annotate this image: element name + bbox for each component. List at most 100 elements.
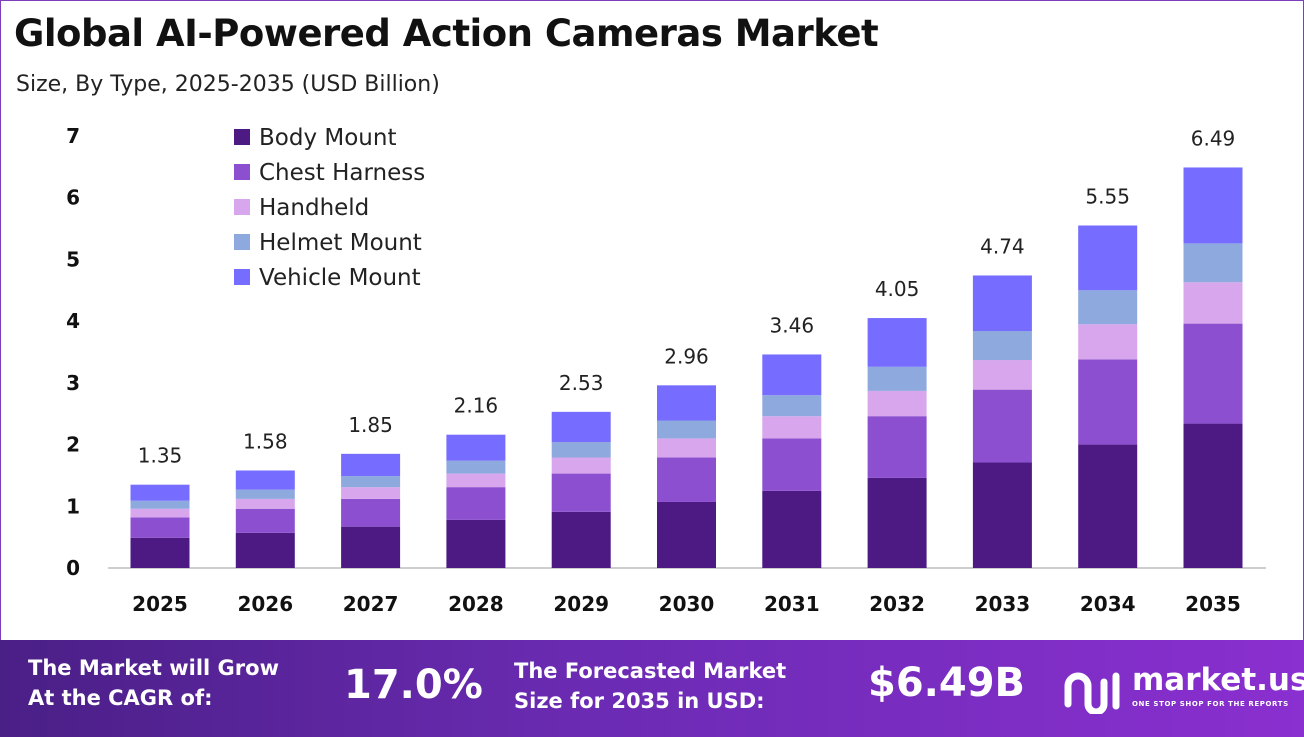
bar-segment-vehicle-mount <box>551 411 611 443</box>
total-value-label: 5.55 <box>1085 184 1130 208</box>
bar-segment-handheld <box>341 487 401 499</box>
legend-swatch <box>234 199 250 215</box>
bar-segment-body-mount <box>130 537 190 568</box>
bar-segment-vehicle-mount <box>341 453 401 477</box>
legend: Body Mount Chest Harness Handheld Helmet Mo… <box>234 125 425 291</box>
bar-segment-vehicle-mount <box>657 385 716 421</box>
bar-segment-handheld <box>1078 324 1138 360</box>
legend-label: Chest Harness <box>259 160 425 186</box>
y-tick-label: 1 <box>66 494 80 518</box>
brand-logo: market.us ONE STOP SHOP FOR THE REPORTS <box>1062 662 1304 722</box>
total-value-label: 1.85 <box>348 413 393 437</box>
market-us-logo-icon <box>1064 672 1120 714</box>
bar-segment-vehicle-mount <box>867 318 927 367</box>
bar-segment-chest-harness <box>1078 359 1138 445</box>
bar-segment-vehicle-mount <box>762 354 822 396</box>
bar-segment-helmet-mount <box>446 460 506 474</box>
x-tick-label: 2031 <box>764 592 820 616</box>
total-value-label: 6.49 <box>1191 126 1236 150</box>
bar-segment-helmet-mount <box>867 366 927 391</box>
bar-segment-helmet-mount <box>341 476 401 488</box>
legend-label: Body Mount <box>259 125 396 151</box>
cagr-value: 17.0% <box>344 662 483 708</box>
bar-segment-helmet-mount <box>1078 290 1138 325</box>
bar-segment-handheld <box>972 360 1032 390</box>
y-tick-label: 5 <box>66 247 80 271</box>
stacked-bar-chart: 0 1 2 3 4 5 6 7 1.35 1.58 1.85 2.16 2.53 2.96 3.46 4.0… <box>66 124 1266 616</box>
bar-segment-vehicle-mount <box>130 484 190 501</box>
y-tick-label: 3 <box>66 371 80 395</box>
bar-segment-chest-harness <box>657 457 716 502</box>
bar-segment-vehicle-mount <box>1183 167 1243 244</box>
bar-segment-vehicle-mount <box>972 275 1032 332</box>
bar-segment-body-mount <box>762 490 822 568</box>
x-tick-label: 2030 <box>659 592 715 616</box>
bar-segment-chest-harness <box>235 508 295 533</box>
bar-segment-chest-harness <box>972 389 1032 463</box>
bar-segment-helmet-mount <box>762 395 822 417</box>
total-value-label: 1.58 <box>243 429 288 453</box>
bar-segment-handheld <box>130 508 190 518</box>
total-value-label: 2.16 <box>454 394 499 418</box>
legend-label: Vehicle Mount <box>259 265 421 291</box>
bar-segment-helmet-mount <box>130 500 190 509</box>
y-tick-label: 7 <box>66 124 80 148</box>
brand-tagline: ONE STOP SHOP FOR THE REPORTS <box>1132 700 1289 708</box>
x-tick-label: 2026 <box>237 592 293 616</box>
bar-segment-handheld <box>446 473 506 488</box>
legend-label: Helmet Mount <box>259 230 422 256</box>
bar-segment-body-mount <box>1078 444 1138 568</box>
footer-banner: The Market will Grow At the CAGR of: 17.… <box>0 640 1304 737</box>
bar-segment-handheld <box>235 498 295 509</box>
bar-segment-body-mount <box>446 519 506 568</box>
bar-segment-body-mount <box>972 462 1032 568</box>
y-tick-label: 6 <box>66 186 80 210</box>
y-tick-label: 0 <box>66 556 80 580</box>
total-value-label: 4.05 <box>875 277 920 301</box>
bar-segment-body-mount <box>867 477 927 568</box>
bar-segment-helmet-mount <box>972 331 1032 361</box>
bar-segment-body-mount <box>551 511 611 568</box>
total-value-label: 2.53 <box>559 371 604 395</box>
bar-segment-body-mount <box>341 526 401 568</box>
legend-swatch <box>234 234 250 250</box>
bar-segment-handheld <box>762 416 822 439</box>
y-tick-label: 2 <box>66 433 80 457</box>
bar-segment-chest-harness <box>551 473 611 512</box>
legend-swatch <box>234 269 250 285</box>
bar-segment-vehicle-mount <box>235 470 295 490</box>
x-tick-label: 2027 <box>343 592 399 616</box>
total-value-label: 2.96 <box>664 344 709 368</box>
bar-segment-helmet-mount <box>1183 243 1243 283</box>
bar-segment-chest-harness <box>867 416 927 478</box>
bar-segment-handheld <box>1183 282 1243 324</box>
bar-segment-helmet-mount <box>551 442 611 458</box>
legend-label: Handheld <box>259 195 369 221</box>
bar-segment-chest-harness <box>1183 323 1243 424</box>
bar-segment-chest-harness <box>762 438 822 491</box>
bar-segment-body-mount <box>657 501 716 568</box>
cagr-label: The Market will Grow At the CAGR of: <box>28 656 279 710</box>
bar-segment-body-mount <box>235 532 295 568</box>
bar-segment-vehicle-mount <box>446 434 506 461</box>
bar-segment-helmet-mount <box>235 489 295 499</box>
chart-title: Global AI-Powered Action Cameras Market <box>14 12 879 55</box>
x-tick-label: 2033 <box>975 592 1031 616</box>
y-tick-label: 4 <box>66 309 80 333</box>
x-tick-label: 2034 <box>1080 592 1136 616</box>
total-value-label: 1.35 <box>138 444 183 468</box>
bar-segment-chest-harness <box>341 498 401 527</box>
x-tick-label: 2028 <box>448 592 504 616</box>
forecast-value: $6.49B <box>868 660 1026 706</box>
x-tick-label: 2025 <box>132 592 188 616</box>
brand-name: market.us <box>1132 662 1304 698</box>
total-labels: 1.35 1.58 1.85 2.16 2.53 2.96 3.46 4.05 4.74 5.55… <box>138 126 1236 467</box>
bar-segment-chest-harness <box>130 517 190 538</box>
x-tick-label: 2029 <box>553 592 609 616</box>
total-value-label: 4.74 <box>980 234 1025 258</box>
bar-segment-chest-harness <box>446 487 506 520</box>
bars <box>130 167 1243 568</box>
bar-segment-handheld <box>551 457 611 474</box>
x-axis: 2025 2026 2027 2028 2029 2030 2031 2032 2033 2034… <box>132 592 1241 616</box>
bar-segment-helmet-mount <box>657 420 716 439</box>
